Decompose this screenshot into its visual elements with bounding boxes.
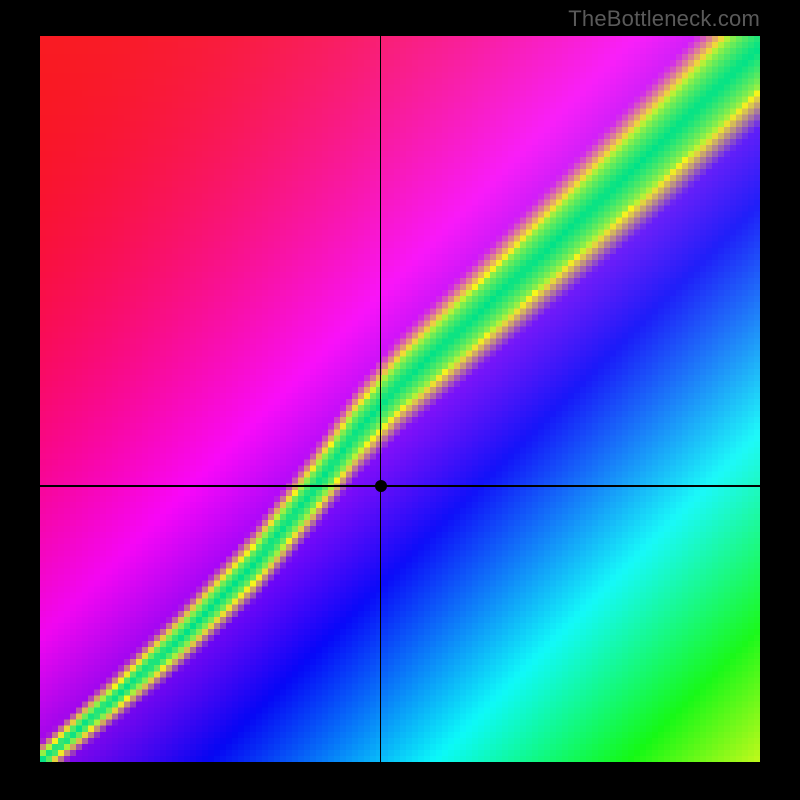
- watermark-text: TheBottleneck.com: [568, 6, 760, 32]
- crosshair-horizontal: [40, 485, 760, 486]
- crosshair-marker: [375, 480, 387, 492]
- plot-area: [40, 36, 760, 762]
- crosshair-vertical: [380, 36, 381, 762]
- heatmap-canvas: [40, 36, 760, 762]
